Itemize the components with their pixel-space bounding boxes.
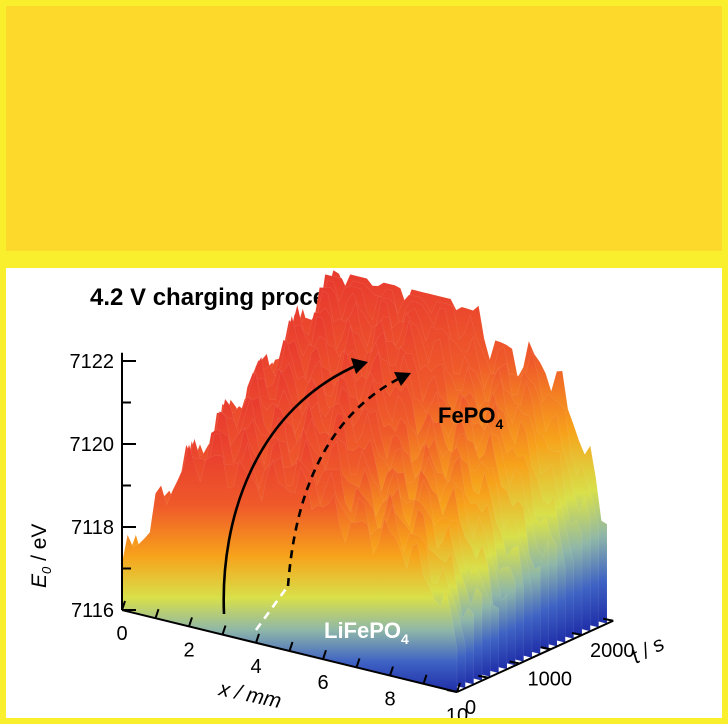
x-tick-label: 6 — [317, 672, 328, 694]
x-tick — [322, 649, 327, 660]
process-arrows — [222, 358, 411, 631]
x-tick — [121, 600, 126, 611]
top-yellow-panel — [6, 6, 722, 251]
arrowhead-dashed — [394, 372, 411, 386]
x-tick — [422, 674, 428, 685]
t-tick-label: 1000 — [528, 669, 573, 691]
x-tick — [389, 666, 394, 676]
z-axis-title: E0 / eV — [28, 524, 54, 588]
svg-text:x / mm: x / mm — [216, 677, 283, 713]
charging-arrow-dashed-lower — [254, 585, 290, 631]
svg-text:t / s: t / s — [628, 632, 669, 668]
surface-chart: 4.2 V charging process 7116 7118 7120 7122 0… — [28, 269, 669, 718]
x-axis-title: x / mm — [216, 677, 283, 713]
x-tick-label: 8 — [384, 689, 395, 711]
t-tick — [509, 660, 520, 665]
x-tick-label: 4 — [250, 656, 261, 678]
x-tick-label: 10 — [446, 705, 468, 718]
x-tick-label: 0 — [116, 623, 127, 645]
t-tick — [603, 617, 614, 622]
x-tick-label: 2 — [183, 639, 194, 661]
svg-text:E0 / eV: E0 / eV — [28, 524, 54, 588]
t-tick — [540, 646, 551, 651]
t-tick — [571, 632, 583, 636]
t-tick-label: 2000 — [590, 640, 635, 662]
t-tick — [446, 689, 458, 693]
annotation-lifepo4: LiFePO4 — [324, 618, 409, 647]
x-tick — [288, 641, 294, 652]
z-tick-label: 7118 — [71, 517, 114, 539]
z-tick-label: 7120 — [70, 434, 115, 456]
x-tick — [255, 633, 260, 644]
x-tick — [188, 617, 193, 627]
chart-title: 4.2 V charging process — [90, 284, 353, 311]
x-tick — [355, 658, 361, 668]
x-tick — [456, 682, 461, 693]
t-tick-label: 0 — [465, 697, 476, 718]
charging-arrow-solid — [222, 362, 361, 615]
annotation-fepo4: FePO4 — [438, 403, 503, 432]
t-axis-title: t / s — [628, 632, 669, 668]
t-axis-line — [456, 619, 614, 693]
z-tick-label: 7122 — [70, 351, 115, 373]
arrowhead-solid — [351, 358, 368, 374]
x-tick — [154, 608, 160, 619]
t-tick — [478, 674, 489, 679]
charging-arrow-dashed — [286, 374, 405, 587]
z-tick-label: 7116 — [71, 600, 114, 622]
plot-panel: 4.2 V charging process 7116 7118 7120 7122 0… — [6, 268, 722, 718]
x-tick — [221, 625, 227, 635]
